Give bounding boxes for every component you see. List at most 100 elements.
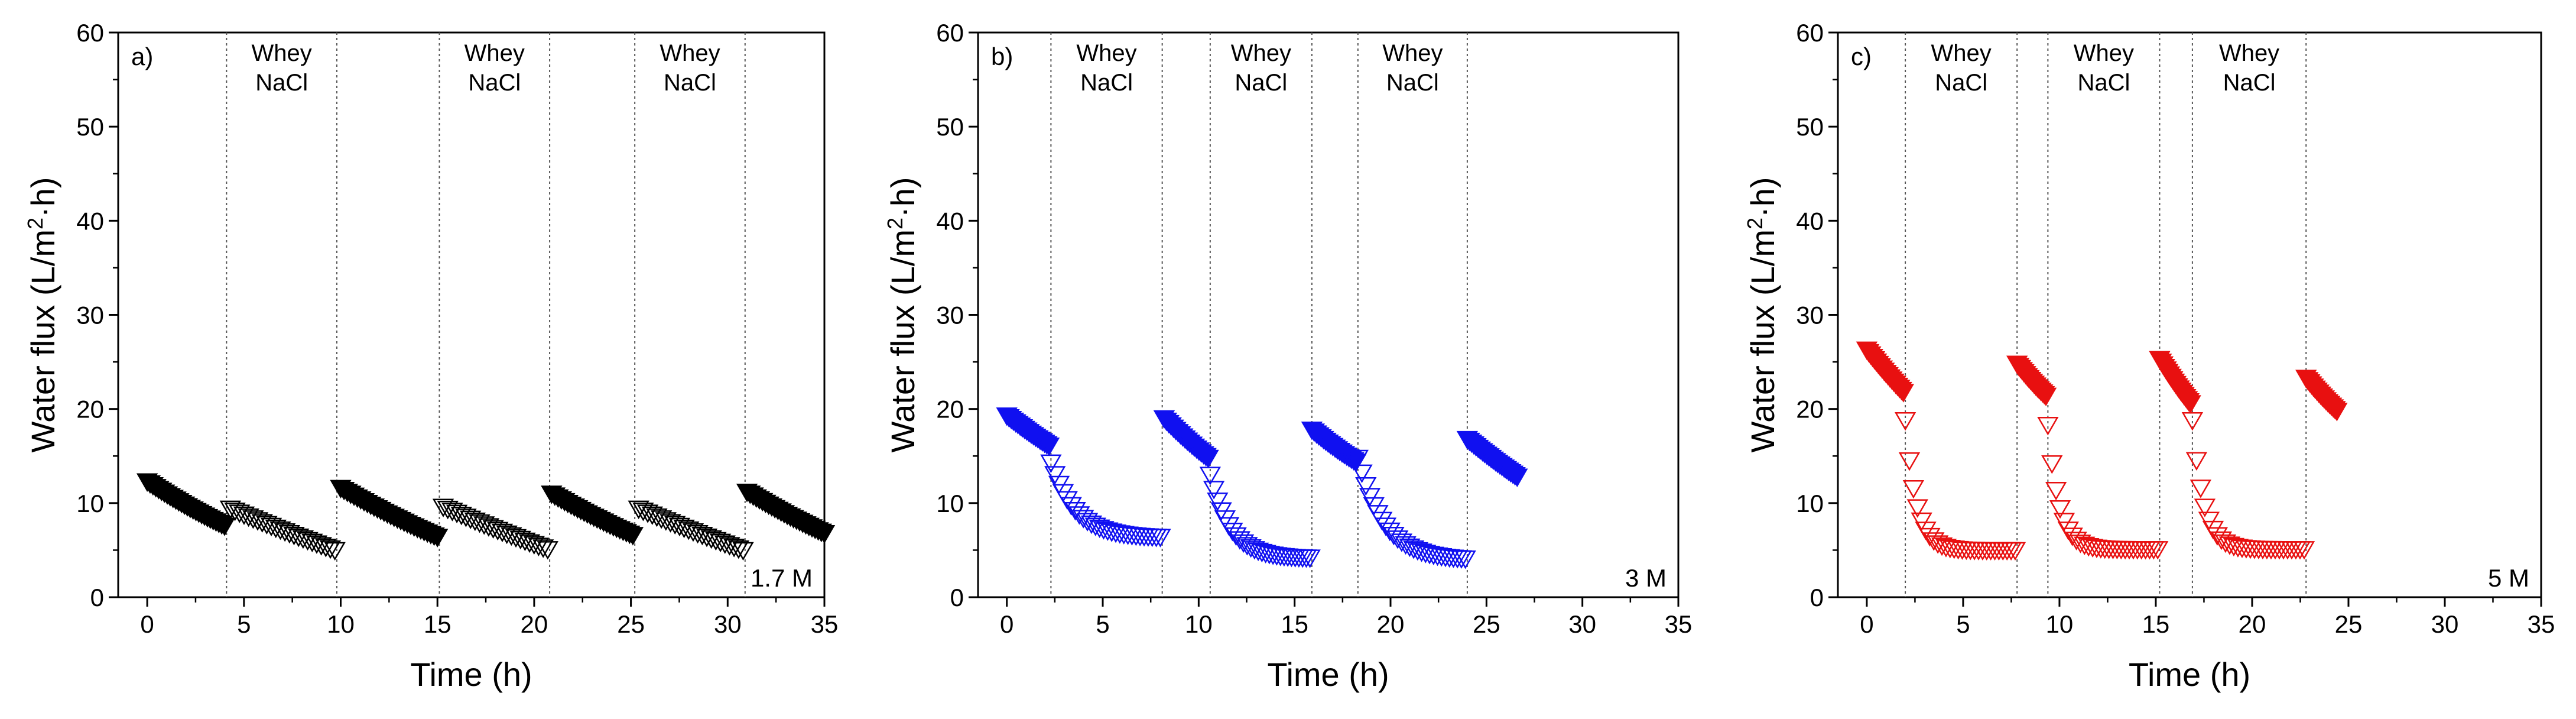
panel-b-data-point (1415, 545, 1437, 563)
panel-c-y-tick-label: 20 (1796, 396, 1824, 423)
panel-a-data-point (673, 519, 695, 539)
panel-b-data-point (1076, 513, 1099, 532)
panel-c-data-point (2061, 527, 2083, 546)
panel-b-region-label-whey-1: Whey (1076, 40, 1136, 66)
panel-b-y-title-sup: 2 (883, 218, 907, 229)
panel-a-data-point (278, 524, 300, 544)
panel-c-data-point (2004, 542, 2026, 561)
panel-a-data-point (491, 523, 514, 543)
panel-c-data-point (2198, 511, 2220, 530)
panel-b-axis-ticks (969, 31, 1680, 607)
panel-c-data-point (2065, 532, 2087, 550)
panel-b-y-tick-label: 40 (936, 207, 964, 235)
panel-c-data-point (2194, 498, 2216, 517)
panel-a-data-point (473, 516, 495, 535)
panel-a-series-7 (736, 484, 836, 544)
panel-b-data-point (1395, 536, 1417, 555)
panel-a-y-tick-label: 20 (76, 396, 104, 423)
panel-b-x-tick-label: 30 (1568, 610, 1596, 638)
panel-a-data-point (700, 530, 722, 549)
panel-b-data-point (1347, 449, 1369, 469)
panel-a-y-title-main: Water flux (L/m (24, 229, 61, 453)
panel-a-data-point (233, 506, 255, 526)
panel-c-series-4 (2037, 417, 2169, 560)
panel-a-data-point (646, 508, 668, 527)
panel-a-y-tick-label: 0 (90, 584, 104, 611)
panel-a-data-point (487, 522, 509, 541)
panel-a-data-point (260, 517, 282, 537)
panel-a-data-point (518, 534, 541, 553)
panel-b-region-labels: Whey NaCl Whey NaCl Whey NaCl (1076, 40, 1443, 96)
panel-b-data-point (1355, 477, 1377, 496)
panel-a-y-tick-label: 60 (76, 19, 104, 47)
panel-b-region-label-whey-2: Whey (1231, 40, 1291, 66)
panel-a-region-label-whey-1: Whey (252, 40, 312, 66)
panel-c-region-label-whey-2: Whey (2074, 40, 2134, 66)
panel-a-series-6 (628, 500, 754, 561)
panel-b-series-1 (996, 407, 1060, 456)
panel-c-data-point (1902, 480, 1925, 499)
panel-a-data-point (315, 539, 337, 558)
panel-c-region-dividers (1905, 33, 2307, 597)
panel-b-data-point (1105, 524, 1127, 543)
panel-a-axis-ticks (109, 31, 826, 607)
panel-c-data-point (1911, 512, 1932, 532)
panel-b-data-point (1149, 529, 1171, 548)
panel-b-y-title-main: Water flux (L/m (884, 229, 921, 453)
panel-b-x-tick-label: 20 (1377, 610, 1405, 638)
panel-c-letter: c) (1851, 43, 1872, 70)
panel-a-y-tick-label: 50 (76, 113, 104, 141)
panel-b-data-point (1199, 467, 1222, 485)
panel-c-data-point (1898, 452, 1921, 471)
panel-c-y-tick-label: 30 (1796, 302, 1824, 329)
panel-c-region-label-nacl-2: NaCl (2077, 70, 2130, 96)
panel-b-data-point (1097, 522, 1119, 541)
panel-a-data-point (537, 541, 558, 560)
panel-c-data-point (1906, 499, 1928, 518)
panel-c-region-labels: Whey NaCl Whey NaCl Whey NaCl (1931, 40, 2280, 96)
panel-a-y-title-unit: ·h) (24, 177, 61, 217)
panel-b-x-tick-label: 15 (1281, 610, 1308, 638)
panel-b-data-point (1060, 497, 1082, 516)
panel-c-data-point (2147, 541, 2169, 560)
panel-a-data-point (482, 520, 504, 539)
panel-c-concentration-label: 5 M (2488, 564, 2529, 592)
panel-a-data-point (265, 519, 287, 539)
panel-a-data-point (496, 525, 518, 545)
panel-a-concentration-label: 1.7 M (751, 564, 813, 592)
panel-a-x-tick-label: 15 (424, 610, 451, 638)
panel-c-data-point (2049, 500, 2071, 519)
panel-c-x-tick-label: 25 (2335, 610, 2363, 638)
panel-a-data-point (719, 537, 740, 556)
panel-b-region-label-nacl-1: NaCl (1080, 70, 1133, 96)
panel-a-x-tick-label: 30 (714, 610, 742, 638)
panel-a-data-point (723, 539, 745, 558)
panel-b-y-tick-label: 50 (936, 113, 964, 141)
panel-c-data-point (2179, 395, 2201, 414)
panel-b-x-tick-label: 10 (1185, 610, 1213, 638)
panel-a-data-point (324, 542, 346, 561)
panel-a-data-point (464, 512, 486, 532)
panel-b-x-axis-title: Time (h) (1267, 656, 1389, 693)
panel-c-data-point (1923, 532, 1945, 551)
panel-a-data-point (427, 529, 449, 548)
panel-b-data-point (1383, 526, 1405, 546)
panel-c-markers (1856, 341, 2348, 561)
panel-a-x-tick-label: 10 (327, 610, 355, 638)
panel-a-series-3 (330, 480, 449, 548)
panel-a-data-point (238, 508, 259, 527)
panel-c-y-tick-label: 10 (1796, 490, 1824, 517)
panel-c-tick-labels: 0 5 10 15 20 25 30 35 0 10 20 30 40 50 60 (1796, 19, 2555, 638)
panel-c-x-tick-label: 10 (2046, 610, 2074, 638)
panel-a-data-point (622, 527, 644, 546)
panel-b-y-axis-title: Water flux (L/m2·h) (883, 177, 921, 452)
panel-a-x-axis-title: Time (h) (410, 656, 532, 693)
panel-c-data-point (2185, 452, 2208, 471)
panel-a-y-title-sup: 2 (23, 218, 47, 229)
panel-b-data-point (1506, 468, 1528, 487)
panel-c-data-point (2206, 527, 2229, 546)
panel-a-data-point (660, 514, 681, 533)
panel-c-x-tick-label: 5 (1956, 610, 1970, 638)
